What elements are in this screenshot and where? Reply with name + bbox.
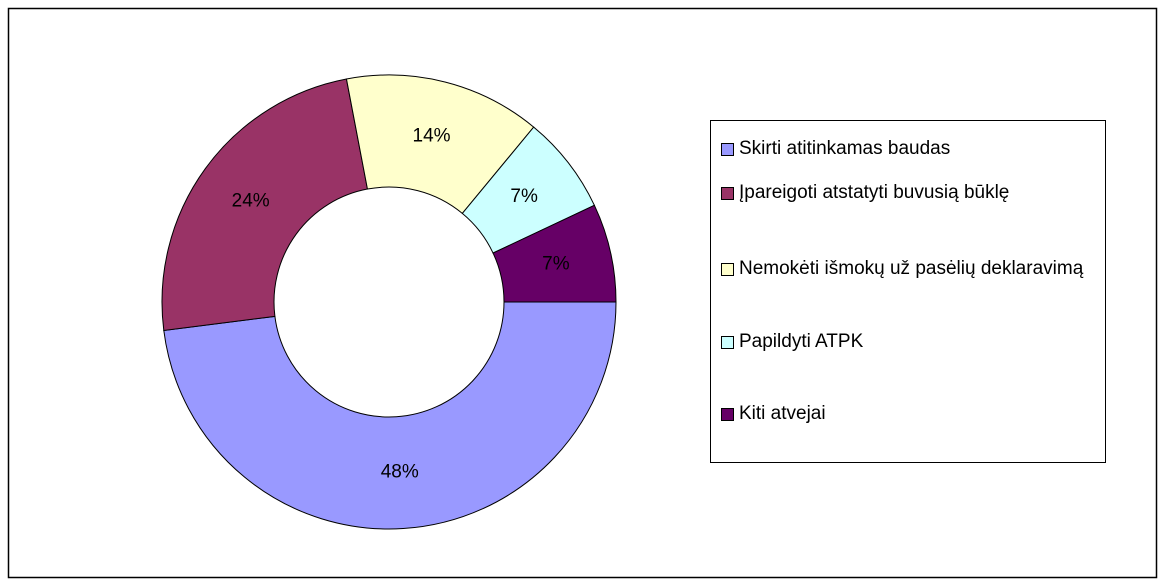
data-label: 7%: [510, 186, 538, 207]
legend-swatch: [721, 143, 734, 156]
data-label: 48%: [381, 462, 419, 483]
legend-label: Papildyti ATPK: [739, 331, 864, 352]
legend-swatch: [721, 263, 734, 276]
legend-swatch: [721, 408, 734, 421]
legend-item: Skirti atitinkamas baudas: [721, 135, 1101, 163]
legend: Skirti atitinkamas baudas Įpareigoti atst…: [710, 120, 1106, 463]
legend-label: Skirti atitinkamas baudas: [739, 138, 951, 159]
donut-segment: [163, 301, 617, 530]
legend-label: Įpareigoti atstatyti buvusią būklę: [739, 182, 1010, 203]
legend-item: Įpareigoti atstatyti buvusią būklę: [721, 179, 1101, 207]
legend-swatch: [721, 187, 734, 200]
legend-label: Kiti atvejai: [739, 403, 826, 424]
legend-item: Kiti atvejai: [721, 400, 1101, 428]
legend-item: Papildyti ATPK: [721, 328, 1101, 356]
donut-segment: [492, 204, 617, 303]
data-label: 7%: [542, 254, 570, 275]
legend-label: Nemokėti išmokų už pasėlių deklaravimą: [739, 258, 1084, 279]
data-label: 24%: [232, 191, 270, 212]
legend-swatch: [721, 336, 734, 349]
legend-item: Nemokėti išmokų už pasėlių deklaravimą: [721, 255, 1101, 283]
donut-segment: [161, 78, 369, 332]
data-label: 14%: [413, 125, 451, 146]
